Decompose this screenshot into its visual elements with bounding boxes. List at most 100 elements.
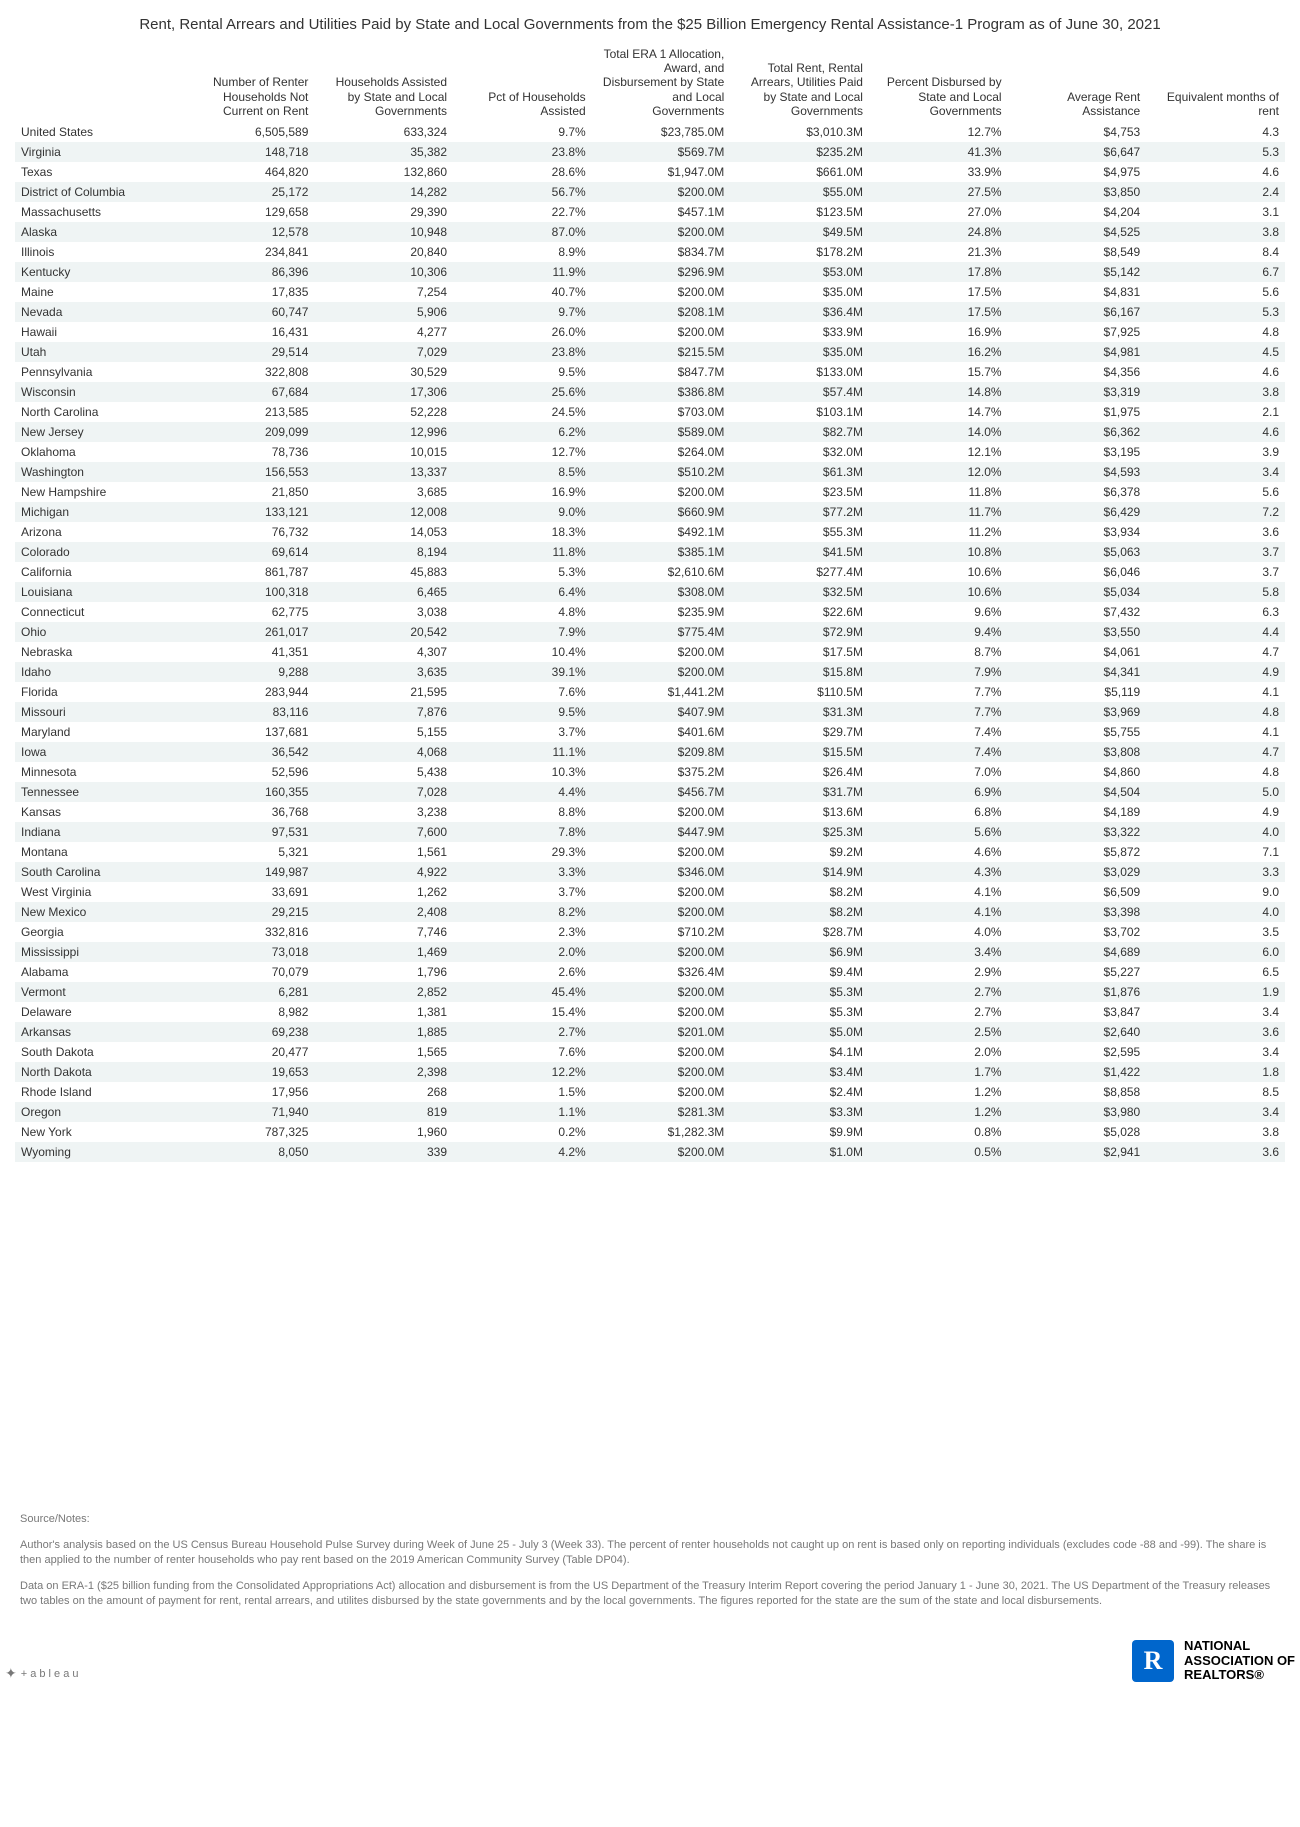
data-cell: 10.6% [869,562,1008,582]
data-cell: 2.7% [453,1022,592,1042]
data-cell: 11.9% [453,262,592,282]
notes-title: Source/Notes: [20,1512,1280,1527]
table-row: District of Columbia25,17214,28256.7%$20… [15,182,1285,202]
state-cell: Utah [15,342,176,362]
data-cell: 4,922 [314,862,453,882]
data-cell: 6.3 [1146,602,1285,622]
state-cell: Hawaii [15,322,176,342]
data-cell: 8.2% [453,902,592,922]
data-cell: 39.1% [453,662,592,682]
data-cell: $6,509 [1008,882,1147,902]
data-cell: $200.0M [592,802,731,822]
data-cell: 9.4% [869,622,1008,642]
data-cell: 1,885 [314,1022,453,1042]
state-cell: Nevada [15,302,176,322]
data-cell: 23.8% [453,342,592,362]
table-row: Maine17,8357,25440.7%$200.0M$35.0M17.5%$… [15,282,1285,302]
data-cell: 45.4% [453,982,592,1002]
table-row: Vermont6,2812,85245.4%$200.0M$5.3M2.7%$1… [15,982,1285,1002]
data-cell: $200.0M [592,942,731,962]
data-cell: 26.0% [453,322,592,342]
data-cell: $385.1M [592,542,731,562]
data-cell: $3.4M [730,1062,869,1082]
table-row: Virginia148,71835,38223.8%$569.7M$235.2M… [15,142,1285,162]
data-cell: $200.0M [592,642,731,662]
data-cell: 4.1 [1146,682,1285,702]
data-cell: $200.0M [592,1062,731,1082]
data-cell: 100,318 [176,582,315,602]
data-cell: 160,355 [176,782,315,802]
data-cell: $201.0M [592,1022,731,1042]
data-cell: 5.3 [1146,302,1285,322]
table-row: New Hampshire21,8503,68516.9%$200.0M$23.… [15,482,1285,502]
data-cell: 16.9% [869,322,1008,342]
data-cell: 6.2% [453,422,592,442]
state-cell: Wisconsin [15,382,176,402]
data-cell: 73,018 [176,942,315,962]
data-cell: 787,325 [176,1122,315,1142]
data-cell: $235.9M [592,602,731,622]
data-cell: 2,398 [314,1062,453,1082]
state-cell: Alaska [15,222,176,242]
state-cell: New Mexico [15,902,176,922]
data-cell: $200.0M [592,1082,731,1102]
column-header: Households Assisted by State and Local G… [314,43,453,123]
state-cell: Washington [15,462,176,482]
data-cell: 17.8% [869,262,1008,282]
table-row: Wisconsin67,68417,30625.6%$386.8M$57.4M1… [15,382,1285,402]
data-cell: 5.6% [869,822,1008,842]
state-cell: Minnesota [15,762,176,782]
table-row: Oklahoma78,73610,01512.7%$264.0M$32.0M12… [15,442,1285,462]
data-cell: 86,396 [176,262,315,282]
data-cell: 8,982 [176,1002,315,1022]
data-cell: 16,431 [176,322,315,342]
column-header: Average Rent Assistance [1008,43,1147,123]
data-cell: 29.3% [453,842,592,862]
data-cell: 11.8% [453,542,592,562]
data-cell: $660.9M [592,502,731,522]
state-cell: South Dakota [15,1042,176,1062]
data-cell: $4,189 [1008,802,1147,822]
state-cell: Mississippi [15,942,176,962]
table-row: Texas464,820132,86028.6%$1,947.0M$661.0M… [15,162,1285,182]
table-header: Number of Renter Households Not Current … [15,43,1285,123]
data-cell: $35.0M [730,282,869,302]
table-row: Kansas36,7683,2388.8%$200.0M$13.6M6.8%$4… [15,802,1285,822]
data-cell: $1,282.3M [592,1122,731,1142]
data-cell: 12.0% [869,462,1008,482]
data-cell: 133,121 [176,502,315,522]
data-cell: 4.9 [1146,802,1285,822]
data-cell: 4.7 [1146,642,1285,662]
state-cell: South Carolina [15,862,176,882]
data-cell: 16.9% [453,482,592,502]
data-cell: 19,653 [176,1062,315,1082]
data-cell: 261,017 [176,622,315,642]
data-cell: $200.0M [592,282,731,302]
data-cell: $2,640 [1008,1022,1147,1042]
source-notes: Source/Notes: Author's analysis based on… [15,1512,1285,1609]
data-cell: 5.3% [453,562,592,582]
state-cell: Ohio [15,622,176,642]
data-cell: $4,356 [1008,362,1147,382]
data-cell: $3,195 [1008,442,1147,462]
data-cell: 97,531 [176,822,315,842]
data-cell: $5.0M [730,1022,869,1042]
table-row: Wyoming8,0503394.2%$200.0M$1.0M0.5%$2,94… [15,1142,1285,1162]
data-cell: $3.3M [730,1102,869,1122]
data-cell: 7.9% [453,622,592,642]
table-row: Indiana97,5317,6007.8%$447.9M$25.3M5.6%$… [15,822,1285,842]
data-cell: 25.6% [453,382,592,402]
data-cell: 36,542 [176,742,315,762]
table-row: California861,78745,8835.3%$2,610.6M$277… [15,562,1285,582]
data-cell: $6,429 [1008,502,1147,522]
data-cell: $14.9M [730,862,869,882]
data-cell: 9.5% [453,362,592,382]
data-cell: 129,658 [176,202,315,222]
data-cell: 3.3% [453,862,592,882]
tableau-badge[interactable]: ✦ + a b l e a u [5,1665,79,1682]
nar-logo: NATIONALASSOCIATION OFREALTORS® [1132,1639,1295,1682]
data-cell: 15.7% [869,362,1008,382]
data-cell: $3,980 [1008,1102,1147,1122]
table-row: Delaware8,9821,38115.4%$200.0M$5.3M2.7%$… [15,1002,1285,1022]
data-cell: $386.8M [592,382,731,402]
